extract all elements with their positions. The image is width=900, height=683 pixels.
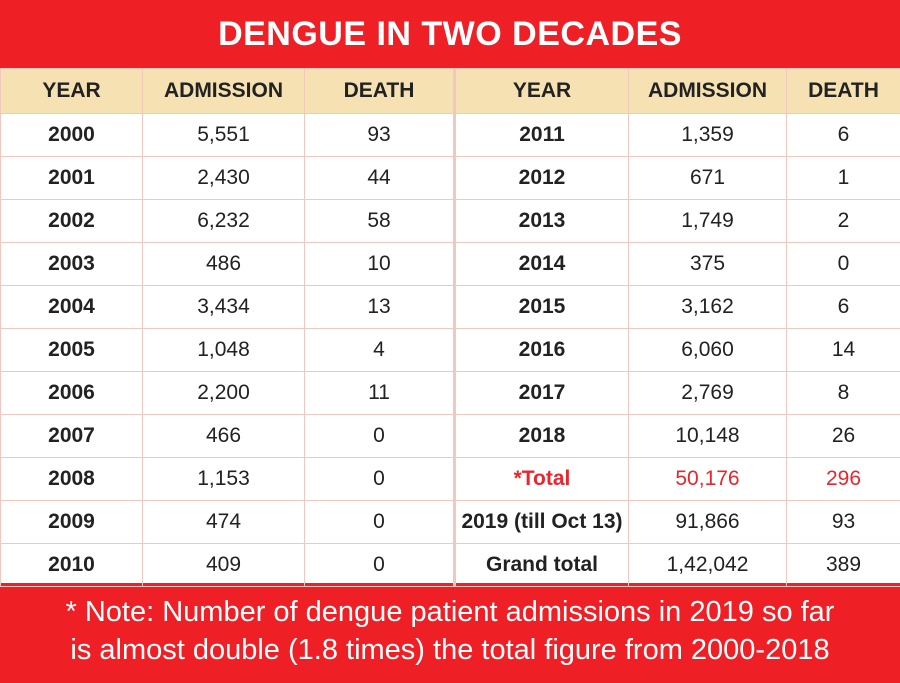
right-year-cell: 2016 — [453, 328, 629, 372]
right-death-cell: 8 — [786, 371, 900, 415]
table-row: 2000 5,551 93 2011 1,359 6 — [0, 113, 900, 157]
right-admission-cell: 10,148 — [628, 414, 787, 458]
right-death-cell: 6 — [786, 285, 900, 329]
left-admission-cell: 2,200 — [142, 371, 305, 415]
table-row: 2007 466 0 2018 10,148 26 — [0, 414, 900, 458]
right-admission-cell: 3,162 — [628, 285, 787, 329]
table-row: 2002 6,232 58 2013 1,749 2 — [0, 199, 900, 243]
data-table-area: YEAR ADMISSION DEATH YEAR ADMISSION DEAT… — [0, 68, 900, 587]
footnote-line-2: is almost double (1.8 times) the total f… — [70, 634, 830, 666]
left-year-cell: 2003 — [0, 242, 143, 286]
left-admission-cell: 5,551 — [142, 113, 305, 157]
left-admission-cell: 2,430 — [142, 156, 305, 200]
left-year-cell: 2007 — [0, 414, 143, 458]
table-row: 2010 409 0 Grand total 1,42,042 389 — [0, 543, 900, 587]
left-admission-cell: 6,232 — [142, 199, 305, 243]
left-admission-cell: 409 — [142, 543, 305, 587]
right-admission-cell: 1,42,042 — [628, 543, 787, 587]
page-title: DENGUE IN TWO DECADES — [218, 14, 682, 53]
left-death-cell: 13 — [304, 285, 455, 329]
right-death-cell: 389 — [786, 543, 900, 587]
left-admission-cell: 466 — [142, 414, 305, 458]
header-admission-right: ADMISSION — [628, 68, 787, 114]
left-death-cell: 10 — [304, 242, 455, 286]
dengue-table: YEAR ADMISSION DEATH YEAR ADMISSION DEAT… — [0, 68, 900, 587]
right-admission-cell: 50,176 — [628, 457, 787, 501]
right-year-cell: 2014 — [453, 242, 629, 286]
right-death-cell: 296 — [786, 457, 900, 501]
right-year-cell: 2017 — [453, 371, 629, 415]
table-row: 2004 3,434 13 2015 3,162 6 — [0, 285, 900, 329]
left-year-cell: 2000 — [0, 113, 143, 157]
left-admission-cell: 486 — [142, 242, 305, 286]
left-year-cell: 2006 — [0, 371, 143, 415]
right-admission-cell: 91,866 — [628, 500, 787, 544]
left-year-cell: 2004 — [0, 285, 143, 329]
left-admission-cell: 1,048 — [142, 328, 305, 372]
left-year-cell: 2010 — [0, 543, 143, 587]
left-year-cell: 2002 — [0, 199, 143, 243]
table-row: 2003 486 10 2014 375 0 — [0, 242, 900, 286]
header-year-left: YEAR — [0, 68, 143, 114]
right-death-cell: 1 — [786, 156, 900, 200]
header-death-left: DEATH — [304, 68, 455, 114]
right-year-cell: 2019 (till Oct 13) — [453, 500, 629, 544]
left-death-cell: 0 — [304, 543, 455, 587]
left-death-cell: 4 — [304, 328, 455, 372]
right-year-cell: 2013 — [453, 199, 629, 243]
table-row: 2008 1,153 0 *Total 50,176 296 — [0, 457, 900, 501]
left-death-cell: 0 — [304, 457, 455, 501]
left-death-cell: 11 — [304, 371, 455, 415]
left-death-cell: 93 — [304, 113, 455, 157]
table-row: 2006 2,200 11 2017 2,769 8 — [0, 371, 900, 415]
header-year-right: YEAR — [453, 68, 629, 114]
right-year-cell: *Total — [453, 457, 629, 501]
right-year-cell: 2011 — [453, 113, 629, 157]
left-death-cell: 0 — [304, 414, 455, 458]
right-admission-cell: 375 — [628, 242, 787, 286]
left-death-cell: 44 — [304, 156, 455, 200]
right-year-cell: 2015 — [453, 285, 629, 329]
left-year-cell: 2001 — [0, 156, 143, 200]
right-admission-cell: 1,359 — [628, 113, 787, 157]
right-death-cell: 6 — [786, 113, 900, 157]
header-row: YEAR ADMISSION DEATH YEAR ADMISSION DEAT… — [0, 68, 900, 114]
left-death-cell: 58 — [304, 199, 455, 243]
left-year-cell: 2009 — [0, 500, 143, 544]
right-death-cell: 0 — [786, 242, 900, 286]
table-row: 2001 2,430 44 2012 671 1 — [0, 156, 900, 200]
footnote: * Note: Number of dengue patient admissi… — [0, 583, 900, 683]
right-year-cell: 2018 — [453, 414, 629, 458]
table-row: 2005 1,048 4 2016 6,060 14 — [0, 328, 900, 372]
header-admission-left: ADMISSION — [142, 68, 305, 114]
right-admission-cell: 2,769 — [628, 371, 787, 415]
header-death-right: DEATH — [786, 68, 900, 114]
left-admission-cell: 474 — [142, 500, 305, 544]
footnote-line-1: * Note: Number of dengue patient admissi… — [65, 596, 835, 628]
right-year-cell: Grand total — [453, 543, 629, 587]
right-death-cell: 26 — [786, 414, 900, 458]
right-death-cell: 14 — [786, 328, 900, 372]
left-admission-cell: 1,153 — [142, 457, 305, 501]
left-year-cell: 2005 — [0, 328, 143, 372]
right-death-cell: 93 — [786, 500, 900, 544]
right-admission-cell: 671 — [628, 156, 787, 200]
right-death-cell: 2 — [786, 199, 900, 243]
right-admission-cell: 6,060 — [628, 328, 787, 372]
left-year-cell: 2008 — [0, 457, 143, 501]
table-row: 2009 474 0 2019 (till Oct 13) 91,866 93 — [0, 500, 900, 544]
right-admission-cell: 1,749 — [628, 199, 787, 243]
left-death-cell: 0 — [304, 500, 455, 544]
left-admission-cell: 3,434 — [142, 285, 305, 329]
right-year-cell: 2012 — [453, 156, 629, 200]
